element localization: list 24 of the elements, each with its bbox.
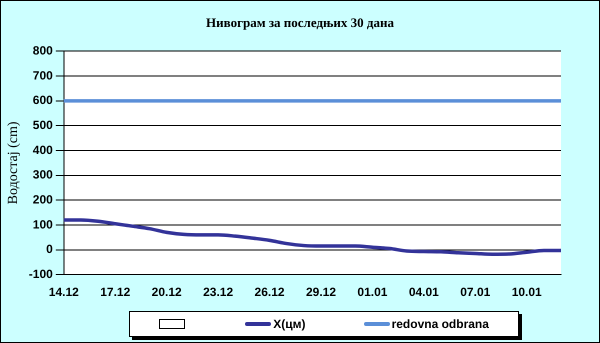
x-tick-label: 14.12 [48, 285, 80, 300]
y-tick-label: 300 [32, 168, 54, 182]
y-tick-label: 0 [46, 242, 54, 256]
y-tick-label: 500 [32, 118, 54, 132]
y-tick-label: 200 [32, 192, 54, 206]
x-tick-label: 26.12 [254, 285, 285, 300]
y-tick-label: 400 [32, 142, 54, 157]
legend-label: redovna odbrana [392, 317, 489, 331]
y-tick-label: 100 [32, 217, 54, 232]
x-tick-label: 20.12 [152, 285, 182, 300]
x-tick-label: 17.12 [100, 285, 131, 300]
y-tick-label: 600 [32, 93, 54, 108]
x-tick-label: 04.01 [408, 285, 440, 300]
y-axis-title: Водостај (cm) [6, 121, 22, 204]
x-tick-label: 23.12 [203, 285, 234, 300]
x-tick-label: 01.01 [357, 285, 388, 300]
x-tick-label: 07.01 [460, 285, 491, 300]
y-tick-label: -100 [28, 266, 54, 281]
x-tick-label: 10.01 [512, 285, 542, 300]
y-tick-label: 700 [32, 68, 54, 82]
legend-label: X(цм) [273, 317, 306, 331]
x-tick-label: 29.12 [306, 285, 336, 300]
y-tick-label: 800 [32, 44, 54, 58]
chart-title: Нивограм за последњих 30 дана [205, 15, 395, 31]
